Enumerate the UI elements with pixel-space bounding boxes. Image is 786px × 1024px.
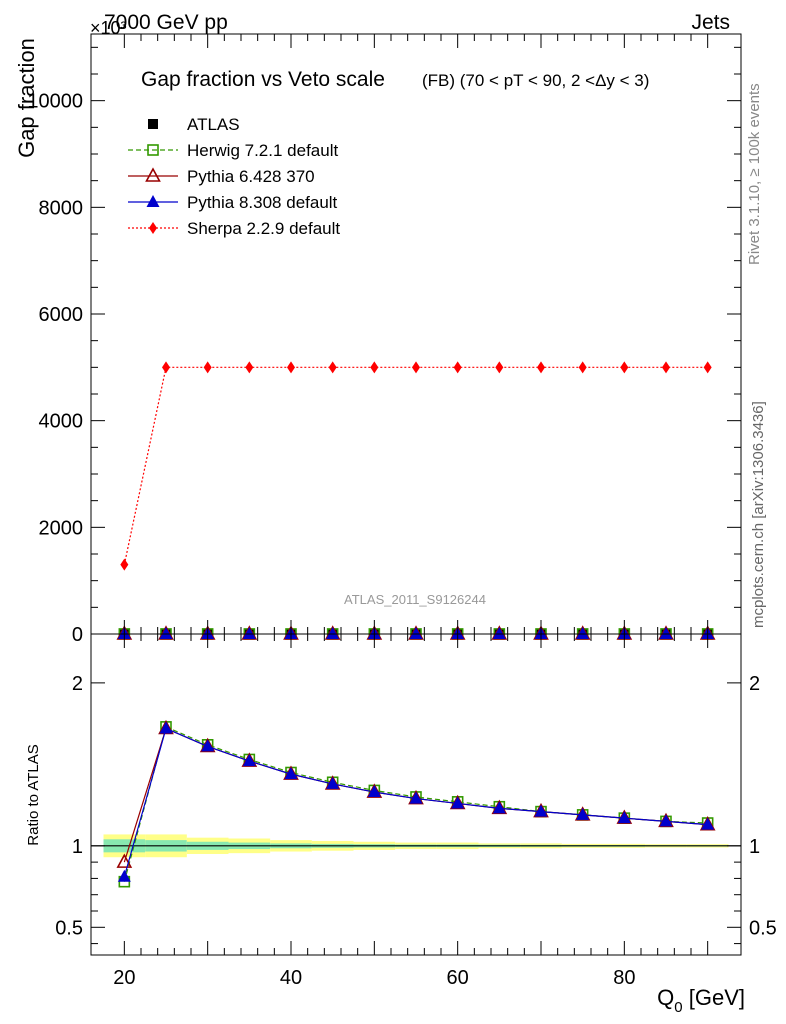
ratio-y-tick-label-left: 0.5 — [55, 917, 83, 939]
ratio-x-tick-label: 20 — [113, 967, 135, 989]
legend-entry-atlas: ATLAS — [148, 115, 240, 134]
legend-label-pythia-8-308-default: Pythia 8.308 default — [187, 193, 338, 212]
main-point-sherpa-2-2-9-default — [537, 361, 545, 374]
ratio-point-pythia-6-428-370 — [116, 853, 133, 868]
ratio-x-tick-label: 40 — [280, 967, 302, 989]
legend-marker-pythia-8-308-default — [146, 195, 160, 207]
legend-label-sherpa-2-2-9-default: Sherpa 2.2.9 default — [187, 219, 340, 238]
x-axis-title-subscript: 0 — [674, 999, 682, 1016]
legend-title-main: Gap fraction vs Veto scale — [141, 68, 385, 91]
ratio-panel-frame — [90, 633, 742, 956]
legend-label-pythia-6-428-370: Pythia 6.428 370 — [187, 167, 315, 186]
main-point-sherpa-2-2-9-default — [703, 361, 712, 374]
ratio-point-pythia-8-308-default — [242, 754, 256, 767]
ratio-point-pythia-8-308-default — [284, 767, 298, 780]
legend-entry-sherpa-2-2-9-default: Sherpa 2.2.9 default — [128, 219, 340, 238]
legend-entry-pythia-6-428-370: Pythia 6.428 370 — [128, 167, 315, 186]
ratio-y-tick-label-left: 2 — [72, 673, 83, 695]
ratio-point-pythia-8-308-default — [201, 739, 215, 752]
main-point-pythia-8-308-default — [409, 626, 423, 639]
ratio-point-pythia-8-308-default — [534, 804, 548, 817]
ratio-point-pythia-8-308-default — [159, 721, 173, 734]
ratio-point-pythia-8-308-default — [326, 776, 340, 789]
main-point-sherpa-2-2-9-default — [162, 361, 170, 374]
main-series-line-sherpa-2-2-9-default — [123, 366, 708, 565]
main-point-sherpa-2-2-9-default — [328, 361, 337, 374]
main-y-tick-label: 8000 — [39, 197, 84, 219]
ratio-y-tick-label-left: 1 — [72, 836, 83, 858]
main-point-pythia-8-308-default — [159, 626, 173, 639]
main-y-tick-label: 2000 — [39, 517, 84, 539]
main-y-tick-label: 4000 — [39, 411, 84, 433]
main-point-sherpa-2-2-9-default — [287, 361, 295, 374]
main-point-sherpa-2-2-9-default — [120, 558, 129, 571]
x-axis-title-unit: [GeV] — [683, 985, 745, 1010]
main-point-sherpa-2-2-9-default — [662, 361, 670, 374]
legend-marker-pythia-6-428-370 — [145, 167, 161, 182]
ratio-point-pythia-8-308-default — [409, 791, 423, 804]
ratio-point-pythia-8-308-default — [367, 785, 381, 798]
ratio-x-tick-label: 80 — [613, 967, 635, 989]
ratio-point-pythia-8-308-default — [451, 796, 465, 809]
main-point-sherpa-2-2-9-default — [203, 361, 212, 374]
main-point-pythia-8-308-default — [492, 626, 506, 639]
y-exponent-label: ×10³ — [90, 18, 127, 38]
x-axis-title-q: Q — [657, 985, 674, 1010]
main-point-sherpa-2-2-9-default — [495, 361, 504, 374]
header-process-label: Jets — [691, 11, 730, 34]
main-point-sherpa-2-2-9-default — [620, 361, 629, 374]
legend-entry-pythia-8-308-default: Pythia 8.308 default — [128, 193, 338, 212]
rivet-version-label: Rivet 3.1.10, ≥ 100k events — [746, 83, 763, 265]
header-collision-label: 7000 GeV pp — [104, 11, 228, 34]
main-point-pythia-8-308-default — [576, 626, 590, 639]
ratio-point-pythia-8-308-default — [117, 869, 131, 882]
legend-marker-herwig-7-2-1-default — [147, 144, 159, 156]
ratio-y-axis-title: Ratio to ATLAS — [25, 744, 42, 845]
main-point-sherpa-2-2-9-default — [370, 361, 379, 374]
legend: Gap fraction vs Veto scale (FB) (70 < pT… — [128, 68, 649, 238]
ratio-x-tick-label: 60 — [447, 967, 469, 989]
legend-entry-herwig-7-2-1-default: Herwig 7.2.1 default — [128, 141, 338, 160]
main-point-sherpa-2-2-9-default — [245, 361, 254, 374]
main-point-pythia-8-308-default — [326, 626, 340, 639]
ratio-y-tick-label-right: 0.5 — [749, 917, 777, 939]
main-y-tick-label: 0 — [72, 624, 83, 646]
legend-marker-atlas — [148, 119, 158, 129]
main-point-sherpa-2-2-9-default — [453, 361, 462, 374]
ratio-y-tick-label-right: 2 — [749, 673, 760, 695]
main-y-tick-label: 6000 — [39, 304, 84, 326]
ratio-point-pythia-8-308-default — [659, 814, 673, 827]
main-point-sherpa-2-2-9-default — [578, 361, 587, 374]
ratio-point-pythia-8-308-default — [492, 801, 506, 814]
ratio-point-pythia-8-308-default — [701, 817, 715, 830]
main-y-tick-label: 10000 — [27, 91, 83, 113]
main-y-axis-title: Gap fraction — [14, 38, 39, 158]
main-point-pythia-8-308-default — [242, 626, 256, 639]
legend-label-atlas: ATLAS — [187, 115, 240, 134]
ratio-y-tick-label-right: 1 — [749, 836, 760, 858]
ratio-point-pythia-8-308-default — [617, 811, 631, 824]
analysis-watermark: ATLAS_2011_S9126244 — [344, 592, 486, 607]
main-point-pythia-8-308-default — [659, 626, 673, 639]
legend-marker-sherpa-2-2-9-default — [149, 222, 157, 234]
legend-label-herwig-7-2-1-default: Herwig 7.2.1 default — [187, 141, 338, 160]
mcplots-url-label: mcplots.cern.ch [arXiv:1306.3436] — [750, 401, 767, 628]
legend-title-sub: (FB) (70 < pT < 90, 2 <Δy < 3) — [422, 71, 649, 90]
ratio-point-pythia-8-308-default — [576, 807, 590, 820]
x-axis-title: Q0 [GeV] — [657, 985, 745, 1016]
main-point-sherpa-2-2-9-default — [412, 361, 420, 374]
